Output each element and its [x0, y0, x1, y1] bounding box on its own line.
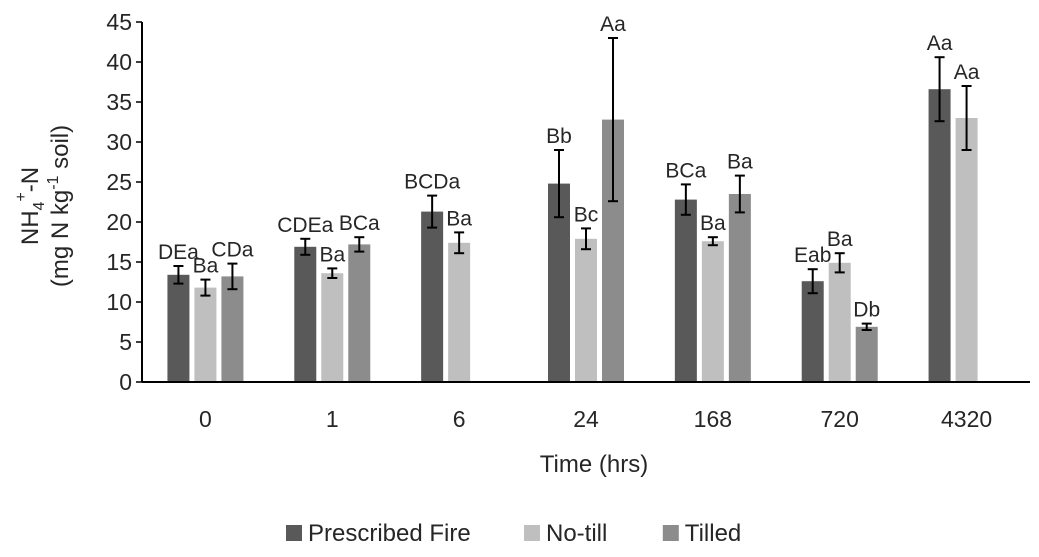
y-tick-label: 30 — [106, 129, 132, 155]
data-label: Aa — [600, 13, 626, 36]
bars: DEaBaCDaCDEaBaBCaBCDaBaBbBcAaBCaBaBaEabB… — [158, 13, 980, 382]
x-tick-labels: 0 1 6 24 168 720 4320 — [199, 406, 992, 432]
x-axis-title: Time (hrs) — [540, 451, 648, 478]
data-label: Aa — [954, 61, 980, 84]
x-tick-label: 720 — [821, 406, 859, 432]
x-tick-label: 168 — [694, 406, 732, 432]
y-tick-label: 35 — [106, 89, 132, 115]
bar — [548, 183, 570, 382]
bar — [728, 194, 751, 382]
legend-swatch — [524, 525, 540, 541]
y-axis-title: NH4+-N (mg N kg-1 soil) — [13, 125, 74, 287]
data-label: Bb — [546, 125, 572, 148]
bar — [294, 246, 317, 382]
data-label: Aa — [927, 32, 953, 55]
data-label: BCDa — [404, 171, 460, 194]
y-tick-label: 0 — [119, 369, 132, 395]
x-tick-label: 4320 — [941, 406, 992, 432]
y-tick-label: 45 — [106, 9, 132, 35]
legend-label: No-till — [546, 520, 607, 547]
bar — [421, 211, 444, 382]
bar — [955, 118, 978, 382]
data-label: Db — [853, 299, 880, 322]
y-tick-label: 40 — [106, 49, 132, 75]
data-label: Ba — [727, 151, 753, 174]
svg-text:(mg N kg-1 soil): (mg N kg-1 soil) — [45, 125, 74, 287]
data-label: DEa — [158, 241, 199, 264]
data-label: Eab — [794, 244, 831, 267]
bar — [928, 89, 951, 382]
axes — [136, 21, 1030, 383]
data-label: Ba — [193, 255, 219, 278]
legend-swatch — [662, 525, 679, 541]
legend-swatch — [286, 525, 302, 541]
legend: Prescribed Fire No-till Tilled — [286, 520, 741, 547]
x-tick-label: 24 — [573, 406, 599, 432]
data-label: Ba — [827, 228, 853, 251]
legend-label: Prescribed Fire — [308, 520, 471, 547]
y-tick-label: 10 — [106, 289, 132, 315]
y-tick-label: 25 — [106, 169, 132, 195]
svg-text:NH4+-N: NH4+-N — [13, 167, 48, 245]
data-label: BCa — [339, 212, 380, 235]
bar — [348, 244, 371, 382]
bar — [321, 273, 344, 382]
data-label: Ba — [319, 243, 345, 266]
bar — [221, 276, 244, 382]
data-label: Ba — [700, 212, 726, 235]
bar — [575, 238, 597, 382]
bar — [602, 119, 624, 382]
x-tick-label: 0 — [199, 406, 212, 432]
y-tick-labels: 0 5 10 15 20 25 30 35 40 45 — [106, 9, 132, 395]
data-label: CDa — [211, 239, 253, 262]
x-tick-label: 1 — [326, 406, 339, 432]
bar — [674, 199, 697, 382]
bar — [855, 326, 878, 382]
bar — [801, 281, 824, 382]
legend-label: Tilled — [685, 520, 741, 547]
bar — [167, 274, 190, 382]
bar — [828, 262, 851, 382]
data-label: BCa — [665, 159, 706, 182]
bar — [448, 242, 471, 382]
y-tick-label: 15 — [106, 249, 132, 275]
x-tick-label: 6 — [453, 406, 466, 432]
data-label: Ba — [446, 207, 472, 230]
bar — [194, 287, 217, 382]
data-label: CDEa — [277, 214, 333, 237]
y-tick-label: 20 — [106, 209, 132, 235]
bar — [701, 241, 724, 382]
data-label: Bc — [574, 203, 599, 226]
y-tick-label: 5 — [119, 329, 132, 355]
